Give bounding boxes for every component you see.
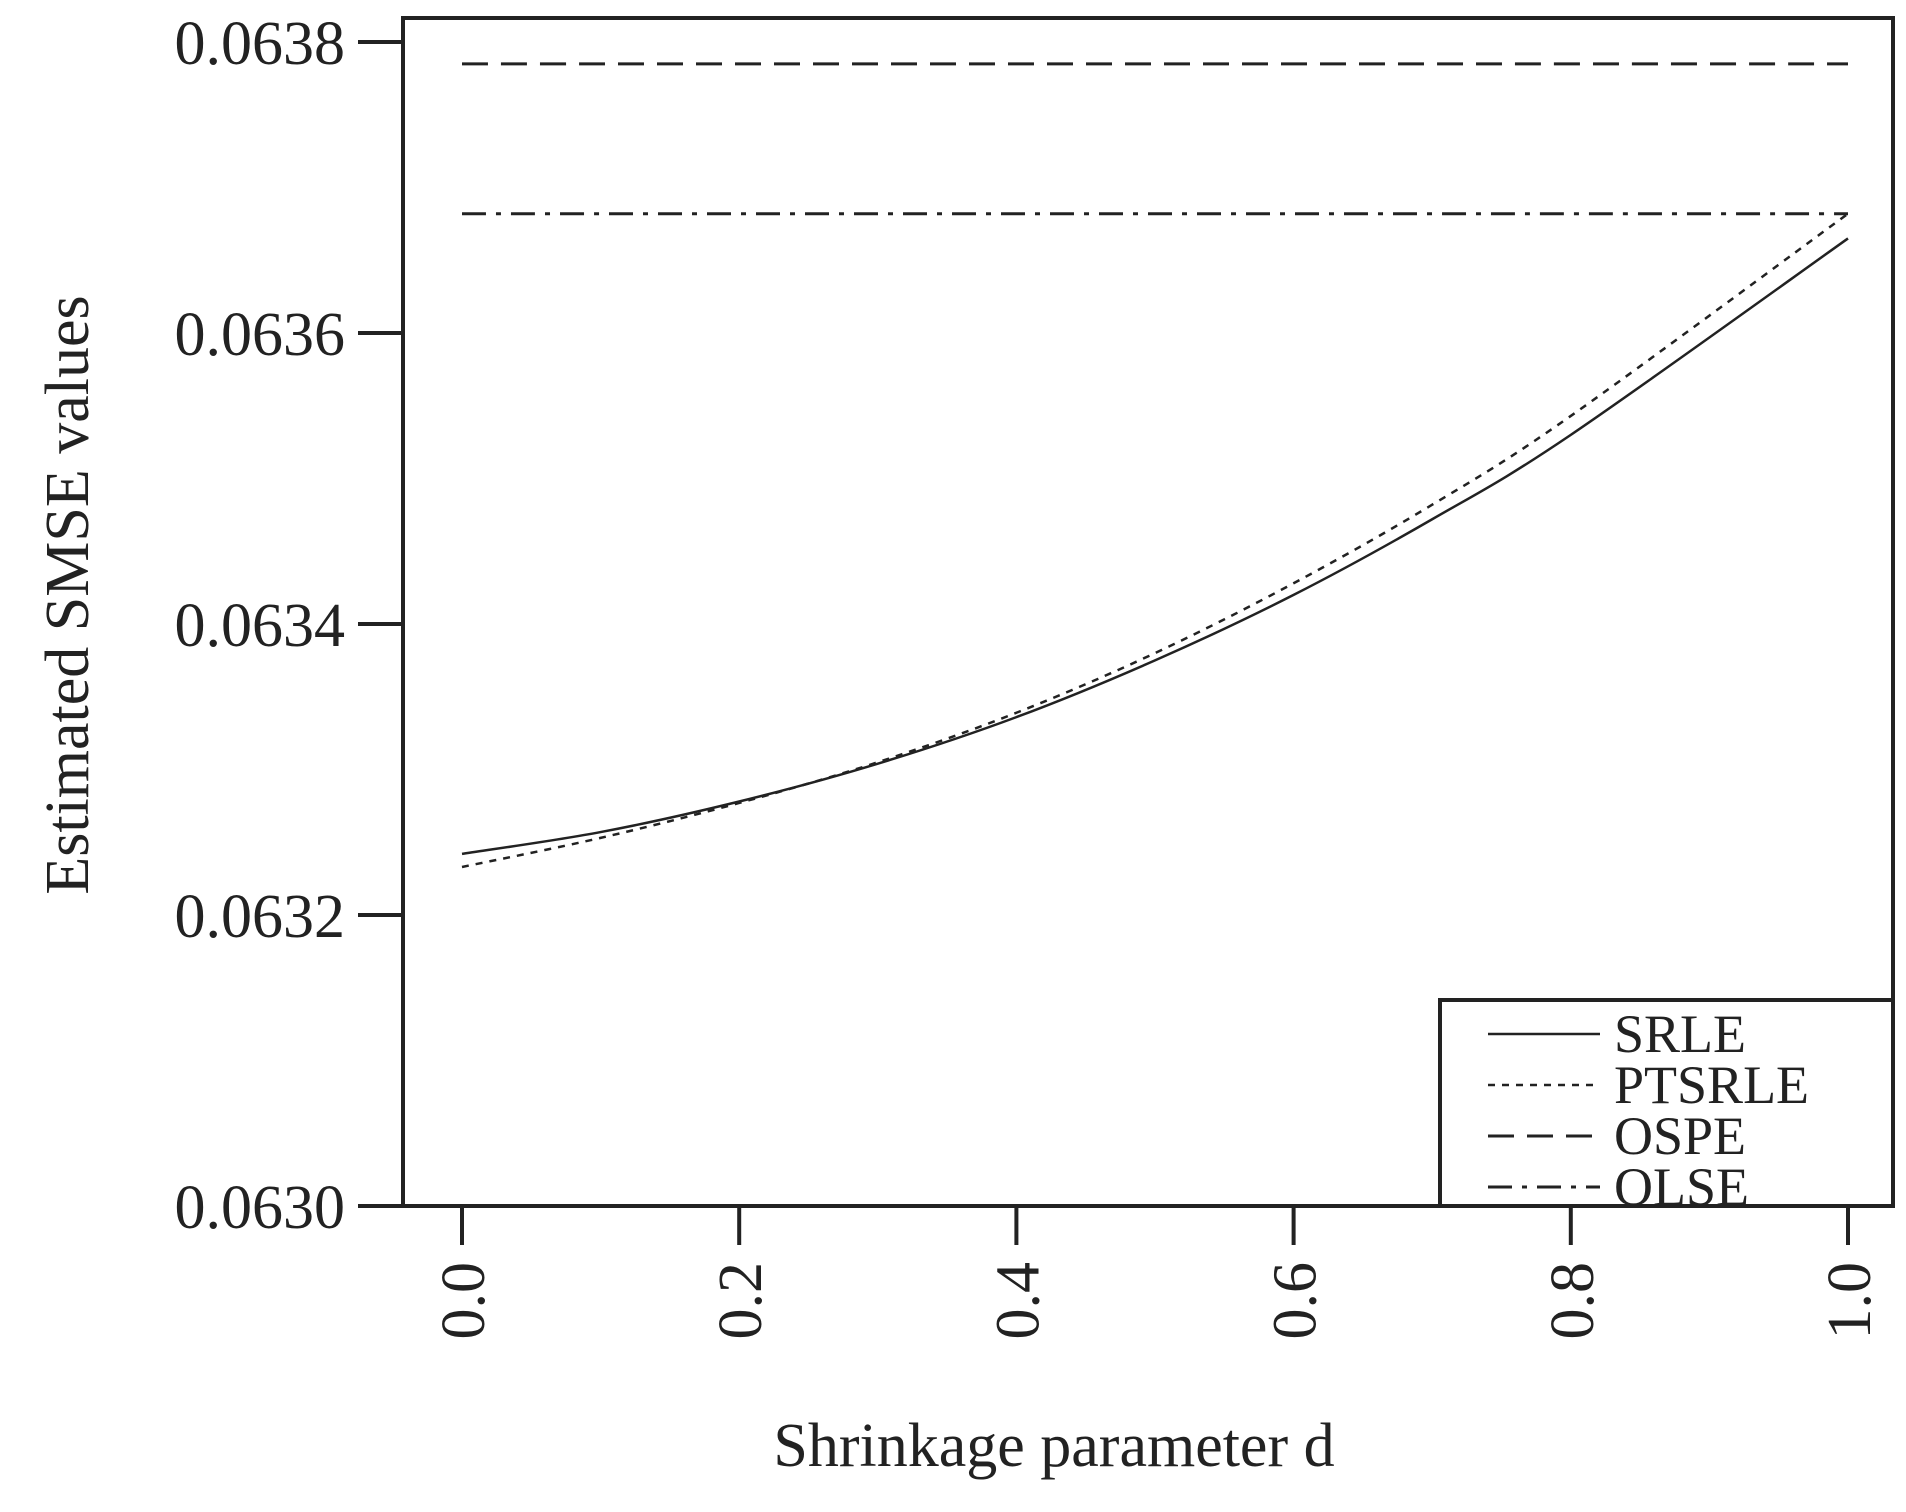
x-tick-label: 0.0 <box>430 1262 498 1340</box>
y-axis-title: Estimated SMSE values <box>34 295 102 894</box>
series-line-srle <box>461 237 1849 856</box>
x-axis: 0.0 0.2 0.4 0.6 0.8 1.0 <box>430 1206 1884 1340</box>
series-line-ptsrle <box>461 212 1849 869</box>
x-tick-label: 0.4 <box>984 1262 1052 1340</box>
legend-label-olse: OLSE <box>1614 1157 1749 1217</box>
x-tick-label: 0.2 <box>707 1262 775 1340</box>
series-layer <box>461 62 1849 869</box>
legend-label-srle: SRLE <box>1614 1004 1746 1064</box>
plot-frame <box>401 16 1895 1208</box>
x-axis-title: Shrinkage parameter d <box>773 1412 1334 1480</box>
y-axis: 0.0630 0.0632 0.0634 0.0636 0.0638 <box>175 10 403 1242</box>
y-tick-label: 0.0634 <box>175 592 346 660</box>
legend-label-ospe: OSPE <box>1614 1106 1746 1166</box>
legend-label-ptsrle: PTSRLE <box>1614 1055 1809 1115</box>
x-tick-label: 0.8 <box>1539 1262 1607 1340</box>
y-tick-label: 0.0632 <box>175 883 346 951</box>
y-tick-label: 0.0630 <box>175 1174 346 1242</box>
y-tick-label: 0.0638 <box>175 10 346 78</box>
x-tick-label: 0.6 <box>1262 1262 1330 1340</box>
y-tick-label: 0.0636 <box>175 301 346 369</box>
x-tick-label: 1.0 <box>1816 1262 1884 1340</box>
